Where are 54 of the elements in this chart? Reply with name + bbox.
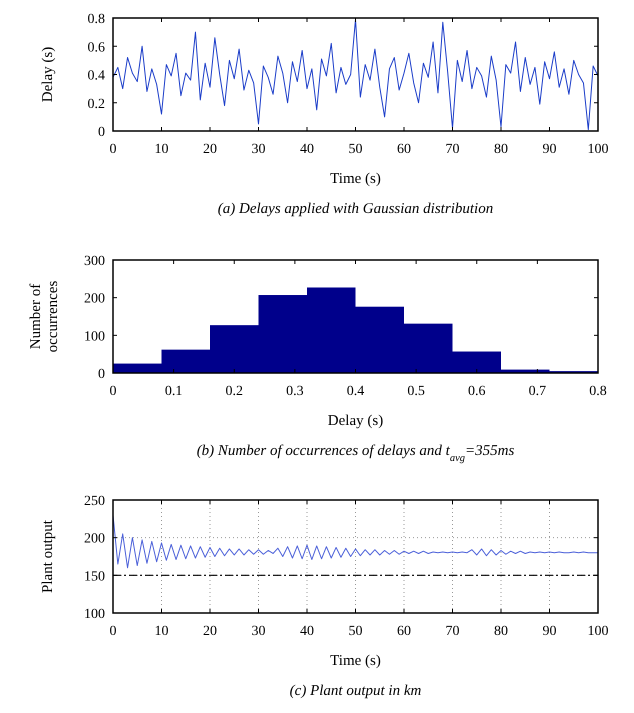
x-tick-label: 80 [494,624,508,639]
x-tick-label: 40 [300,142,314,157]
x-tick-label: 100 [588,624,608,639]
x-tick-label: 0.5 [407,384,425,399]
x-tick-label: 70 [446,142,460,157]
x-tick-label: 80 [494,142,508,157]
text: (a) Delays applied with Gaussian distribution [218,201,494,217]
y-tick-label: 200 [84,532,105,547]
x-tick-label: 60 [397,624,411,639]
x-tick-label: 70 [446,624,460,639]
x-tick-label: 40 [300,624,314,639]
x-tick-label: 0.2 [226,384,243,399]
x-axis-title: Time (s) [330,653,381,669]
x-tick-label: 0 [110,142,116,157]
x-tick-label: 50 [348,142,362,157]
y-tick-label: 100 [84,607,105,622]
y-axis-title: Delay (s) [40,46,56,102]
text: (c) Plant output in km [290,683,422,699]
y-axis-title: Number of occurrences [28,280,61,352]
text: (b) Number of occurrences of delays and t$_{avg}$=355ms [196,443,514,464]
y-tick-label: 0.8 [88,12,105,27]
x-tick-label: 0.1 [164,384,182,399]
x-tick-label: 30 [252,624,266,639]
y-tick-label: 150 [84,569,105,584]
y-tick-label: 300 [84,254,105,269]
y-tick-label: 0 [98,367,105,382]
y-tick-label: 250 [84,494,105,509]
x-tick-label: 0.3 [286,384,304,399]
x-tick-label: 0.6 [468,384,486,399]
y-tick-label: 200 [84,292,105,307]
x-tick-label: 0.4 [346,384,364,399]
x-axis-title: Time (s) [330,171,381,187]
x-tick-label: 100 [588,142,608,157]
x-tick-label: 90 [542,624,556,639]
x-tick-label: 10 [154,142,168,157]
x-tick-label: 0 [110,384,116,399]
x-tick-label: 30 [252,142,266,157]
x-tick-label: 60 [397,142,411,157]
x-tick-label: 20 [203,142,217,157]
y-tick-label: 100 [84,329,105,344]
x-axis-title: Delay (s) [328,413,384,429]
line-series [112,18,598,130]
x-tick-label: 10 [154,624,168,639]
y-tick-label: 0.2 [88,96,105,112]
x-tick-label: 0 [110,624,116,639]
x-tick-label: 20 [203,624,217,639]
x-tick-label: 50 [348,624,362,639]
y-tick-label: 0.4 [88,68,105,84]
x-tick-label: 90 [542,142,556,157]
y-axis-title: Plant output [40,519,56,593]
x-tick-label: 0.7 [528,384,546,399]
x-tick-label: 0.8 [589,384,607,399]
y-tick-label: 0.6 [88,40,105,56]
y-tick-label: 0 [98,125,105,140]
